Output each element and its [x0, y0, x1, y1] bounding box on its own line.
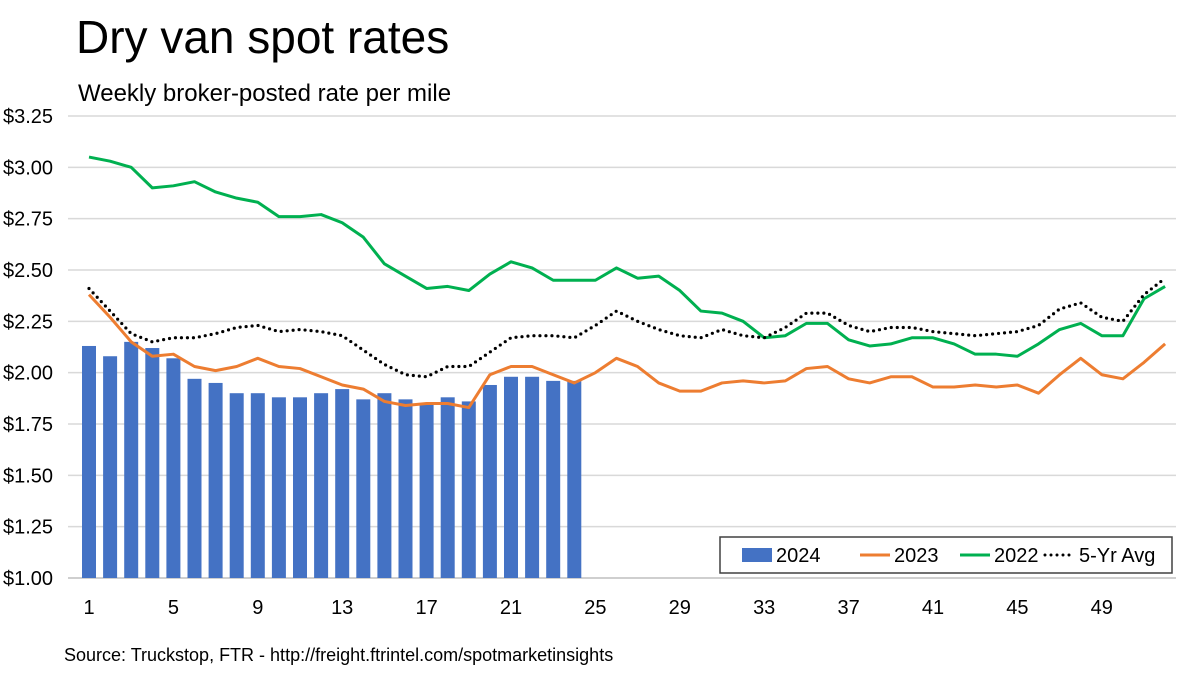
x-tick-label: 5	[168, 597, 179, 619]
bar-2024-week-20	[482, 384, 497, 578]
x-tick-label: 9	[252, 597, 263, 619]
bar-2024-week-15	[377, 393, 392, 578]
bar-2024-week-13	[335, 389, 350, 578]
legend-swatch-2024	[742, 548, 772, 562]
line-2022	[88, 155, 1166, 358]
bar-2024-week-12	[314, 393, 329, 578]
bar-2024-week-8	[229, 393, 244, 578]
bar-2024-week-11	[293, 397, 307, 578]
x-tick-label: 17	[415, 597, 437, 619]
y-tick-label: $1.75	[3, 414, 53, 436]
bar-2024-week-6	[187, 378, 202, 578]
legend-label: 5-Yr Avg	[1079, 545, 1155, 567]
x-tick-label: 41	[922, 597, 944, 619]
y-tick-label: $1.00	[3, 568, 53, 590]
legend-label: 2024	[776, 545, 821, 567]
x-tick-label: 33	[753, 597, 775, 619]
y-tick-label: $1.25	[3, 517, 53, 539]
legend-label: 2023	[894, 545, 939, 567]
chart-title: Dry van spot rates	[76, 11, 450, 63]
bar-2024-week-7	[208, 382, 223, 578]
bar-2024-week-9	[250, 393, 265, 578]
bar-2024-week-19	[461, 401, 476, 578]
legend-label: 2022	[994, 545, 1039, 567]
bar-2024-week-14	[356, 399, 371, 578]
y-tick-label: $2.25	[3, 311, 53, 333]
bar-2024-week-1	[82, 345, 96, 578]
x-tick-label: 25	[584, 597, 606, 619]
bar-2024-week-4	[145, 348, 160, 578]
legend: 2024 2023 2022 5-Yr Avg	[719, 536, 1173, 574]
bar-2024-week-21	[504, 376, 518, 578]
y-tick-label: $2.00	[3, 363, 53, 385]
y-tick-label: $3.00	[3, 157, 53, 179]
x-tick-label: 21	[500, 597, 522, 619]
line-2023	[87, 293, 1167, 410]
bar-2024-week-24	[567, 380, 582, 578]
y-tick-label: $3.25	[3, 106, 53, 128]
x-tick-label: 29	[669, 597, 691, 619]
bar-2024-week-22	[525, 376, 540, 578]
x-tick-label: 1	[83, 597, 94, 619]
x-tick-label: 13	[331, 597, 353, 619]
legend-box	[719, 536, 1173, 574]
bar-2024-week-3	[124, 341, 139, 578]
bar-2024-week-17	[419, 403, 434, 578]
chart-subtitle: Weekly broker-posted rate per mile	[78, 80, 452, 107]
bar-2024-week-5	[166, 358, 181, 578]
bar-2024-week-16	[398, 399, 413, 578]
bar-2024-week-2	[103, 356, 118, 578]
bar-2024-week-10	[271, 397, 286, 578]
x-tick-label: 49	[1091, 597, 1113, 619]
chart-source: Source: Truckstop, FTR - http://freight.…	[64, 645, 614, 665]
bar-2024-week-23	[546, 380, 561, 578]
bar-2024-week-18	[440, 397, 455, 578]
x-tick-label: 45	[1006, 597, 1028, 619]
x-tick-label: 37	[837, 597, 859, 619]
y-tick-label: $2.75	[3, 209, 53, 231]
y-tick-label: $2.50	[3, 260, 53, 282]
y-tick-label: $1.50	[3, 465, 53, 487]
line-5-yr-avg	[87, 276, 1167, 379]
